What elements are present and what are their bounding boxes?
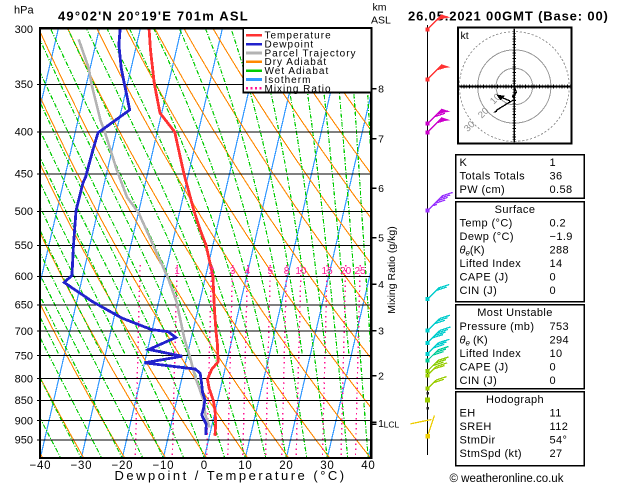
svg-text:PW (cm): PW (cm): [460, 184, 506, 196]
svg-text:600: 600: [15, 271, 33, 283]
svg-text:kt: kt: [461, 30, 469, 42]
svg-text:1: 1: [550, 157, 557, 169]
svg-text:800: 800: [15, 373, 33, 385]
svg-text:CIN (J): CIN (J): [460, 285, 498, 297]
svg-text:CAPE (J): CAPE (J): [460, 362, 509, 374]
svg-text:LCL: LCL: [384, 420, 400, 430]
svg-text:300: 300: [15, 24, 33, 36]
svg-text:7: 7: [378, 134, 384, 146]
svg-text:288: 288: [550, 245, 570, 257]
svg-text:10: 10: [550, 348, 563, 360]
svg-text:Pressure (mb): Pressure (mb): [460, 321, 535, 333]
svg-text:450: 450: [15, 169, 33, 181]
svg-text:Temp (°C): Temp (°C): [460, 218, 513, 230]
svg-text:−40: −40: [29, 460, 51, 472]
svg-text:Dewpoint / Temperature (°C): Dewpoint / Temperature (°C): [115, 468, 347, 483]
svg-text:Dry Adiabat: Dry Adiabat: [265, 57, 328, 68]
svg-text:θe(K): θe(K): [460, 245, 485, 258]
svg-text:Mixing Ratio: Mixing Ratio: [265, 84, 332, 95]
svg-text:Dewp (°C): Dewp (°C): [460, 231, 514, 243]
svg-text:350: 350: [15, 79, 33, 91]
svg-text:Isotherm: Isotherm: [265, 75, 312, 86]
svg-text:hPa: hPa: [14, 5, 34, 17]
svg-text:11: 11: [550, 408, 562, 420]
svg-text:Mixing Ratio (g/kg): Mixing Ratio (g/kg): [386, 226, 398, 314]
svg-text:0: 0: [201, 460, 208, 472]
svg-text:900: 900: [15, 415, 33, 427]
svg-text:km: km: [373, 2, 387, 14]
svg-text:0: 0: [550, 362, 557, 374]
svg-text:Lifted Index: Lifted Index: [460, 348, 522, 360]
svg-text:49°02'N 20°19'E 701m ASL: 49°02'N 20°19'E 701m ASL: [58, 9, 249, 24]
svg-text:3: 3: [378, 325, 384, 337]
svg-text:© weatheronline.co.uk: © weatheronline.co.uk: [450, 473, 564, 485]
svg-text:0: 0: [550, 285, 557, 297]
svg-text:753: 753: [550, 321, 570, 333]
svg-text:1: 1: [378, 418, 384, 430]
svg-text:SREH: SREH: [460, 421, 492, 433]
svg-text:10: 10: [238, 460, 252, 472]
svg-text:500: 500: [15, 206, 33, 218]
svg-text:Totals Totals: Totals Totals: [460, 171, 526, 183]
svg-text:750: 750: [15, 350, 33, 362]
svg-text:400: 400: [15, 127, 33, 139]
svg-text:Surface: Surface: [495, 204, 536, 216]
svg-text:ASL: ASL: [371, 15, 391, 27]
svg-text:StmSpd (kt): StmSpd (kt): [460, 448, 522, 460]
svg-text:Lifted Index: Lifted Index: [460, 258, 522, 270]
svg-text:2: 2: [209, 266, 215, 277]
svg-text:Dewpoint: Dewpoint: [265, 40, 315, 51]
svg-text:Temperature: Temperature: [265, 31, 332, 42]
svg-text:Parcel Trajectory: Parcel Trajectory: [265, 48, 357, 59]
svg-text:950: 950: [15, 435, 33, 447]
svg-text:850: 850: [15, 395, 33, 407]
svg-text:10: 10: [295, 266, 307, 277]
svg-text:Wet Adiabat: Wet Adiabat: [265, 66, 330, 77]
svg-text:8: 8: [378, 84, 384, 96]
svg-text:Hodograph: Hodograph: [486, 394, 544, 406]
svg-text:CAPE (J): CAPE (J): [460, 272, 509, 284]
svg-text:4: 4: [245, 266, 251, 277]
svg-text:30: 30: [320, 460, 334, 472]
svg-text:550: 550: [15, 240, 33, 252]
svg-text:2: 2: [378, 370, 384, 382]
svg-text:8: 8: [284, 266, 290, 277]
svg-text:54°: 54°: [550, 435, 568, 447]
svg-text:0.2: 0.2: [550, 218, 567, 230]
svg-text:650: 650: [15, 300, 33, 312]
svg-text:0: 0: [550, 375, 557, 387]
svg-text:EH: EH: [460, 408, 476, 420]
svg-text:0: 0: [550, 272, 557, 284]
svg-text:20: 20: [279, 460, 293, 472]
svg-text:36: 36: [550, 171, 563, 183]
svg-text:CIN (J): CIN (J): [460, 375, 498, 387]
svg-text:3: 3: [230, 266, 236, 277]
svg-text:5: 5: [378, 232, 384, 244]
svg-text:6: 6: [378, 183, 384, 195]
svg-text:−20: −20: [111, 460, 133, 472]
svg-text:−10: −10: [152, 460, 174, 472]
svg-text:−1.9: −1.9: [550, 231, 573, 243]
svg-text:20: 20: [340, 266, 352, 277]
svg-text:40: 40: [361, 460, 375, 472]
svg-text:14: 14: [550, 258, 563, 270]
svg-text:4: 4: [378, 279, 384, 291]
svg-text:112: 112: [550, 421, 569, 433]
svg-text:294: 294: [550, 335, 570, 347]
svg-text:StmDir: StmDir: [460, 435, 496, 447]
svg-text:5: 5: [268, 266, 274, 277]
svg-text:θe (K): θe (K): [460, 335, 488, 348]
svg-text:0.58: 0.58: [550, 184, 573, 196]
svg-text:27: 27: [550, 448, 563, 460]
svg-text:1: 1: [174, 266, 180, 277]
svg-text:700: 700: [15, 326, 33, 338]
svg-text:15: 15: [322, 266, 334, 277]
svg-text:K: K: [460, 157, 468, 169]
svg-text:−30: −30: [70, 460, 92, 472]
svg-text:Most Unstable: Most Unstable: [477, 307, 553, 319]
svg-text:26.05.2021 00GMT (Base: 00): 26.05.2021 00GMT (Base: 00): [408, 9, 609, 24]
svg-text:25: 25: [355, 266, 367, 277]
